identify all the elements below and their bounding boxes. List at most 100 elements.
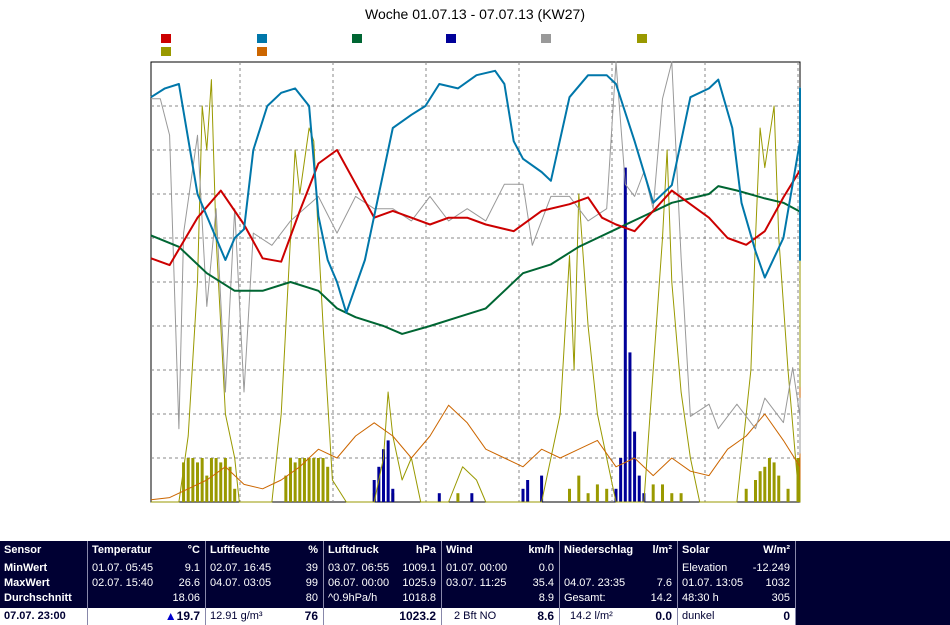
bar-sonnenschein: [196, 462, 199, 502]
wind-min-time: 01.07. 00:00: [446, 562, 508, 574]
legend-swatch: [637, 34, 647, 43]
bar-sonnenschein: [577, 475, 581, 502]
summary-col-wind: Wind km/h 01.07. 00:00 0.0 03.07. 11:25 35.…: [442, 541, 560, 625]
bar-sonnenschein: [754, 480, 757, 502]
bar-sonnenschein: [777, 475, 781, 502]
bar-niederschlag: [540, 475, 544, 502]
wind-header: Wind: [446, 544, 473, 556]
solar-max-time: 01.07. 13:05: [682, 577, 744, 589]
series-niederschlag: [372, 167, 646, 502]
line-luftfeuchte: [150, 69, 801, 314]
luftfeuchte-max-time: 04.07. 03:05: [210, 577, 272, 589]
legend-swatch: [257, 34, 267, 43]
temperatur-current: 19.7: [176, 609, 200, 623]
wind-beaufort: 2 Bft NO: [454, 610, 497, 622]
wind-unit: km/h: [528, 544, 554, 556]
grid: [150, 61, 801, 503]
solar-header: Solar: [682, 544, 710, 556]
solar-max-value: 1032: [765, 577, 790, 589]
luftfeuchte-avg: 80: [305, 592, 318, 604]
solar-current: 0: [783, 609, 790, 623]
luftdruck-header: Luftdruck: [328, 544, 379, 556]
luftfeuchte-absolute: 12.91 g/m³: [210, 610, 263, 622]
bar-niederschlag: [623, 167, 627, 502]
bar-sonnenschein: [321, 458, 325, 502]
line-temperatur: [150, 149, 801, 267]
temperatur-min-value: 9.1: [184, 562, 200, 574]
niederschlag-header: Niederschlag: [564, 544, 634, 556]
bar-sonnenschein: [302, 458, 306, 502]
bar-sonnenschein: [289, 458, 292, 502]
series-solar: [151, 79, 801, 503]
bar-sonnenschein: [200, 458, 204, 502]
temperatur-max-value: 26.6: [178, 577, 200, 589]
bar-niederschlag: [526, 480, 530, 502]
summary-col-luftfeuchte: Luftfeuchte% 02.07. 16:45 39 04.07. 03:05…: [206, 541, 324, 625]
bar-niederschlag: [391, 488, 395, 502]
luftdruck-max-time: 06.07. 00:00: [328, 577, 390, 589]
bar-sonnenschein: [679, 493, 683, 502]
minwert-label: MinWert: [4, 562, 48, 574]
luftfeuchte-unit: %: [308, 544, 318, 556]
bar-niederschlag: [614, 488, 618, 502]
bar-sonnenschein: [568, 488, 571, 502]
summary-col-solar: Solar W/m² Elevation -12.249 01.07. 13:05 1…: [678, 541, 796, 625]
bar-sonnenschein: [744, 488, 748, 502]
temperatur-unit: °C: [187, 544, 200, 556]
bar-sonnenschein: [312, 458, 316, 502]
bar-niederschlag: [633, 431, 637, 502]
summary-col-sensor: Sensor MinWert MaxWert Durchschnitt 07.0…: [0, 541, 88, 625]
bar-sonnenschein: [767, 458, 771, 502]
bar-niederschlag: [382, 449, 385, 502]
bar-sonnenschein: [307, 458, 311, 502]
bar-niederschlag: [437, 493, 441, 502]
luftdruck-current: 1023.2: [399, 609, 436, 623]
niederschlag-max-time: 04.07. 23:35: [564, 577, 626, 589]
legend-swatch: [257, 47, 267, 56]
bar-niederschlag: [628, 352, 632, 502]
solar-status: dunkel: [682, 610, 715, 622]
bar-niederschlag: [386, 440, 390, 502]
luftdruck-avg: 1018.8: [402, 592, 436, 604]
durchschnitt-label: Durchschnitt: [4, 592, 72, 604]
bar-sonnenschein: [284, 475, 288, 502]
temperatur-header: Temperatur: [92, 544, 152, 556]
current-time: 07.07. 23:00: [4, 610, 66, 622]
temperatur-max-time: 02.07. 15:40: [92, 577, 154, 589]
bar-sonnenschein: [326, 466, 330, 502]
bar-sonnenschein: [233, 488, 237, 502]
chart-title: Woche 01.07.13 - 07.07.13 (KW27): [365, 6, 585, 22]
wind-max-value: 35.4: [532, 577, 554, 589]
niederschlag-total-label: Gesamt:: [564, 592, 606, 604]
luftfeuchte-header: Luftfeuchte: [210, 544, 270, 556]
solar-unit: W/m²: [763, 544, 790, 556]
bar-sonnenschein: [182, 462, 186, 502]
line-solar: [151, 79, 801, 503]
luftdruck-trend: ^0.9hPa/h: [328, 592, 378, 604]
wind-avg: 8.9: [538, 592, 554, 604]
luftfeuchte-min-time: 02.07. 16:45: [210, 562, 272, 574]
bar-sonnenschein: [186, 458, 190, 502]
legend-swatch: [352, 34, 362, 43]
sensor-header: Sensor: [4, 544, 42, 556]
legend-swatch: [161, 34, 171, 43]
bar-sonnenschein: [191, 458, 195, 502]
wind-current: 8.6: [537, 609, 554, 623]
solar-elevation: -12.249: [752, 562, 790, 574]
bar-sonnenschein: [456, 493, 460, 502]
wind-max-time: 03.07. 11:25: [446, 577, 507, 589]
luftdruck-min-time: 03.07. 06:55: [328, 562, 390, 574]
luftdruck-unit: hPa: [415, 544, 436, 556]
trend-up-icon: ▲: [164, 609, 177, 623]
line-wind: [150, 387, 801, 501]
summary-col-temperatur: Temperatur °C 01.07. 05:45 9.1 02.07. 15:4…: [88, 541, 206, 625]
bar-niederschlag: [377, 466, 381, 502]
bar-niederschlag: [521, 488, 525, 502]
summary-panel: Sensor MinWert MaxWert Durchschnitt 07.0…: [0, 541, 950, 625]
summary-col-niederschlag: Niederschlag l/m² 04.07. 23:35 7.6 Gesamt:…: [560, 541, 678, 625]
bar-sonnenschein: [595, 484, 599, 502]
weather-chart: Woche 01.07.13 - 07.07.13 (KW27): [150, 6, 801, 503]
bar-sonnenschein: [605, 488, 609, 502]
bar-sonnenschein: [228, 466, 232, 502]
summary-col-luftdruck: Luftdruck hPa 03.07. 06:55 1009.1 06.07. 0…: [324, 541, 442, 625]
